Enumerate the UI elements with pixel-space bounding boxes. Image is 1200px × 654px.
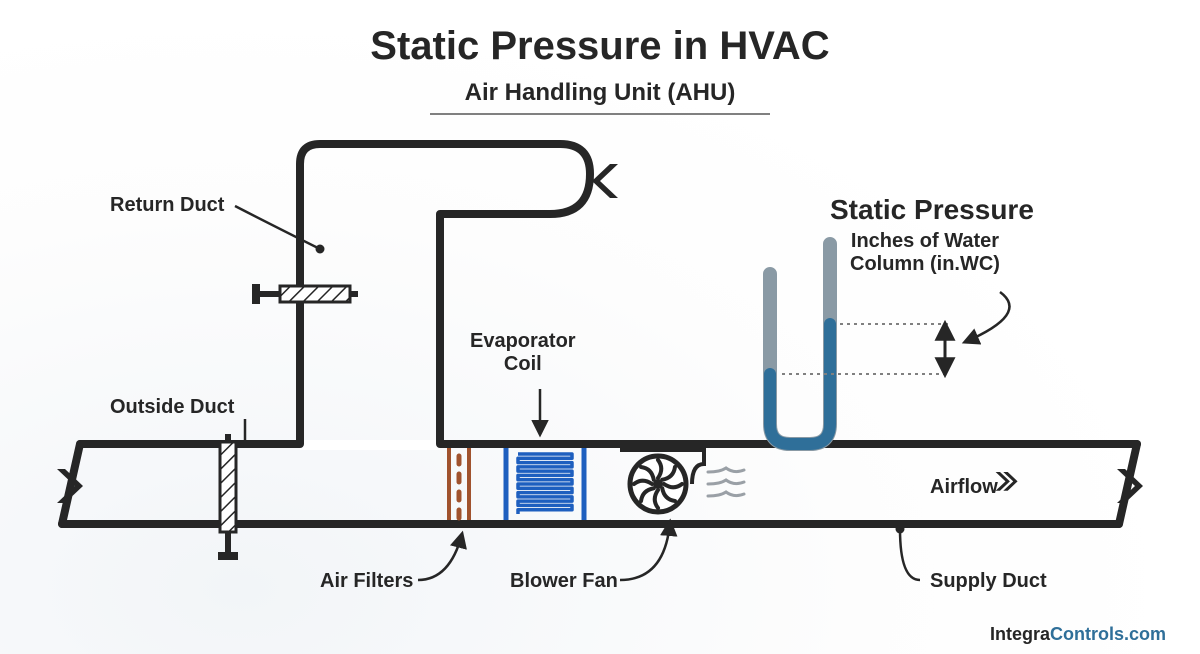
hvac-diagram xyxy=(0,24,1200,654)
label-blower-fan: Blower Fan xyxy=(510,570,618,593)
label-static-pressure: Static Pressure xyxy=(830,194,1034,226)
label-airflow: Airflow xyxy=(930,476,998,499)
brand-name-1: Integra xyxy=(990,624,1050,644)
brand-name-2: Controls.com xyxy=(1050,624,1166,644)
attribution: IntegraControls.com xyxy=(990,624,1166,645)
label-air-filters: Air Filters xyxy=(320,570,413,593)
label-evap-coil: EvaporatorCoil xyxy=(470,330,576,376)
label-return-duct: Return Duct xyxy=(110,194,224,217)
label-inches-wc: Inches of WaterColumn (in.WC) xyxy=(850,230,1000,276)
label-supply-duct: Supply Duct xyxy=(930,570,1047,593)
label-outside-duct: Outside Duct xyxy=(110,396,234,419)
